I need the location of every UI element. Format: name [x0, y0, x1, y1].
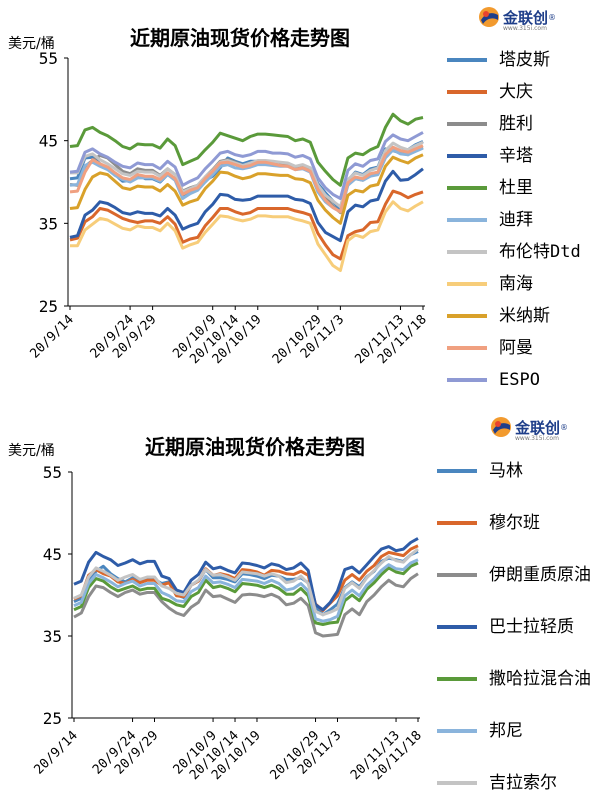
chart-1-legend: 塔皮斯大庆胜利辛塔杜里迪拜布伦特Dtd 南海米纳斯阿曼 ESPO: [447, 48, 597, 400]
logo-name: 金联创: [503, 8, 549, 27]
legend-swatch: [447, 378, 487, 382]
legend-label: 南海: [499, 274, 533, 294]
legend-swatch: [447, 218, 487, 222]
legend-item: 阿曼: [447, 336, 533, 360]
y-tick-label: 55: [39, 49, 58, 68]
legend-swatch: [437, 625, 477, 629]
chart-1-logo: 金联创 ® www.315i.com: [478, 6, 557, 32]
legend-item: ESPO: [447, 368, 540, 392]
legend-label: 布伦特Dtd: [499, 242, 581, 262]
series-line-伊朗重质原油: [73, 572, 419, 638]
legend-item: 马林: [437, 459, 599, 483]
series-line-ESPO: [69, 131, 424, 200]
logo-icon: [490, 416, 512, 438]
legend-item: 伊朗重质原油: [437, 563, 599, 587]
legend-swatch: [437, 781, 477, 785]
legend-swatch: [447, 186, 487, 190]
legend-item: 布伦特Dtd: [447, 240, 581, 264]
legend-label: 辛塔: [499, 146, 533, 166]
legend-label: 伊朗重质原油: [489, 565, 591, 585]
series-line-巴士拉轻质: [73, 537, 419, 612]
legend-item: 吉拉索尔: [437, 771, 599, 795]
chart-1-title: 近期原油现货价格走势图: [130, 26, 350, 50]
y-tick-label: 35: [43, 627, 62, 646]
legend-item: 塔皮斯: [447, 48, 550, 72]
series-line-布伦特Dtd: [70, 140, 424, 209]
series-line-吉拉索尔: [73, 547, 419, 617]
legend-swatch: [437, 677, 477, 681]
legend-label: 邦尼: [489, 721, 523, 741]
legend-item: 巴士拉轻质: [437, 615, 599, 639]
legend-swatch: [447, 122, 487, 126]
legend-label: 米纳斯: [499, 306, 550, 326]
logo-url: www.315i.com: [515, 435, 559, 442]
legend-label: 胜利: [499, 114, 533, 134]
legend-item: 迪拜: [447, 208, 533, 232]
legend-swatch: [437, 729, 477, 733]
y-tick-label: 25: [39, 297, 58, 316]
legend-item: 米纳斯: [447, 304, 550, 328]
legend-label: 大庆: [499, 82, 533, 102]
series-line-杜里: [69, 112, 424, 187]
y-tick-label: 35: [39, 214, 58, 233]
legend-label: 马林: [489, 461, 523, 481]
logo-url: www.315i.com: [503, 25, 547, 32]
series-line-阿曼: [69, 144, 424, 214]
legend-item: 穆尔班: [437, 511, 599, 535]
series-line-辛塔: [69, 167, 424, 243]
logo-reg-mark: ®: [560, 422, 569, 432]
chart-1-y-unit: 美元/桶: [8, 36, 55, 52]
legend-item: 邦尼: [437, 719, 599, 743]
legend-swatch: [437, 573, 477, 577]
y-tick-label: 25: [43, 709, 62, 728]
legend-swatch: [447, 58, 487, 62]
logo-reg-mark: ®: [548, 12, 557, 22]
legend-swatch: [447, 282, 487, 286]
legend-swatch: [447, 346, 487, 350]
series-line-大庆: [69, 189, 424, 261]
legend-swatch: [447, 154, 487, 158]
legend-item: 杜里: [447, 176, 533, 200]
x-tick-label: 20/9/14: [27, 312, 76, 361]
series-line-邦尼: [73, 558, 419, 623]
legend-swatch: [447, 90, 487, 94]
chart-panel-2: 25 35 45 55 20/9/14 20/9/24 20/9/29 20/10/9 20/1…: [0, 404, 602, 808]
series-line-撒哈拉混合油: [73, 561, 419, 626]
legend-item: 撒哈拉混合油: [437, 667, 599, 691]
legend-label: 撒哈拉混合油: [489, 669, 591, 689]
chart-2-legend: 马林穆尔班伊朗重质原油 巴士拉轻质撒哈拉混合油 邦尼吉拉索尔: [437, 459, 599, 804]
legend-swatch: [447, 250, 487, 254]
legend-label: 穆尔班: [489, 513, 540, 533]
series-line-米纳斯: [69, 153, 424, 225]
series-line-南海: [70, 200, 424, 272]
legend-item: 大庆: [447, 80, 533, 104]
y-tick-label: 45: [43, 545, 62, 564]
logo-name: 金联创: [515, 418, 561, 437]
chart-panel-1: 25 35 45 55 20/9/14 20/9/24 20/9/29 20/10/9 20/1…: [8, 6, 597, 400]
y-tick-label: 45: [39, 132, 58, 151]
legend-label: 吉拉索尔: [489, 773, 557, 793]
legend-label: 塔皮斯: [499, 50, 550, 70]
legend-label: ESPO: [499, 370, 540, 390]
chart-2-title: 近期原油现货价格走势图: [145, 435, 365, 459]
logo-icon: [478, 6, 500, 28]
legend-item: 南海: [447, 272, 533, 296]
legend-swatch: [437, 469, 477, 473]
legend-item: 辛塔: [447, 144, 533, 168]
chart-2-y-unit: 美元/桶: [8, 443, 55, 459]
legend-label: 杜里: [499, 178, 533, 198]
legend-item: 胜利: [447, 112, 533, 136]
chart-2-logo: 金联创 ® www.315i.com: [490, 416, 569, 442]
legend-swatch: [447, 314, 487, 318]
legend-label: 迪拜: [499, 210, 533, 230]
x-tick-label: 20/9/14: [31, 728, 80, 777]
y-tick-label: 55: [43, 463, 62, 482]
legend-swatch: [437, 521, 477, 525]
legend-label: 阿曼: [499, 338, 533, 358]
legend-label: 巴士拉轻质: [489, 617, 574, 637]
